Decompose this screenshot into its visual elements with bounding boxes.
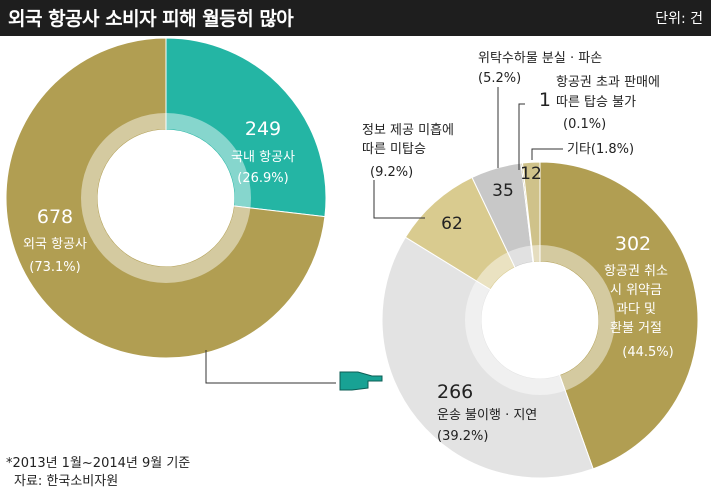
left-donut-hole xyxy=(99,131,233,265)
left-donut-inner-ring xyxy=(81,113,251,283)
leader-other xyxy=(531,148,563,160)
label-baggage-percent: (5.2%) xyxy=(478,71,521,86)
label-overbooking-value: 1 xyxy=(539,89,551,111)
label-baggage-name: 위탁수하물 분실 · 파손 xyxy=(478,51,602,66)
label-delay-percent: (39.2%) xyxy=(437,429,488,444)
chart-title: 외국 항공사 소비자 피해 월등히 많아 xyxy=(8,8,294,30)
label-info-percent: (9.2%) xyxy=(370,165,413,180)
label-info-name-0: 정보 제공 미흡에 xyxy=(362,123,454,138)
label-delay-value: 266 xyxy=(437,381,473,403)
right-donut-slice-0 xyxy=(539,161,699,470)
left-donut-slice-0 xyxy=(165,37,327,218)
leader-info xyxy=(373,180,425,219)
label-overbooking-name-0: 항공권 초과 판매에 xyxy=(556,75,660,90)
header-bar: 외국 항공사 소비자 피해 월등히 많아 단위: 건 xyxy=(0,0,711,36)
label-refund-name-0: 항공권 취소 xyxy=(604,264,668,279)
label-info-value: 62 xyxy=(441,214,463,234)
label-refund-name-2: 과다 및 xyxy=(616,302,656,317)
label-domestic-name: 국내 항공사 xyxy=(231,150,295,165)
label-foreign-name: 외국 항공사 xyxy=(23,237,87,252)
leader-overbooking xyxy=(518,103,525,170)
label-overbooking-percent: (0.1%) xyxy=(563,117,606,132)
right-donut-slice-1 xyxy=(381,236,594,479)
label-foreign-percent: (73.1%) xyxy=(29,260,80,275)
label-foreign-value: 678 xyxy=(37,206,73,228)
unit-label: 단위: 건 xyxy=(655,11,703,27)
label-refund-name-1: 시 위약금 xyxy=(610,283,662,298)
footnote-period: *2013년 1월~2014년 9월 기준 xyxy=(6,456,191,471)
connector-line xyxy=(205,350,336,384)
label-domestic-value: 249 xyxy=(245,118,281,140)
label-other-name: 기타(1.8%) xyxy=(567,142,634,157)
label-overbooking-name-1: 따른 탑승 불가 xyxy=(556,95,636,110)
pointing-hand-icon xyxy=(339,371,383,391)
right-donut-slice-5 xyxy=(521,161,541,263)
label-refund-name-3: 환불 거절 xyxy=(610,321,662,336)
label-other-value: 12 xyxy=(520,164,542,184)
label-delay-name: 운송 불이행 · 지연 xyxy=(437,407,537,423)
label-refund-value: 302 xyxy=(615,233,651,255)
left-donut-slice-1 xyxy=(5,37,326,359)
label-domestic-percent: (26.9%) xyxy=(237,171,288,186)
label-baggage-value: 35 xyxy=(492,181,514,201)
footnote-source: 자료: 한국소비자원 xyxy=(14,474,119,489)
label-refund-percent: (44.5%) xyxy=(622,345,673,360)
label-info-name-1: 따른 미탑승 xyxy=(362,142,426,157)
right-donut-inner-ring xyxy=(465,245,615,395)
right-donut-hole xyxy=(483,263,597,377)
